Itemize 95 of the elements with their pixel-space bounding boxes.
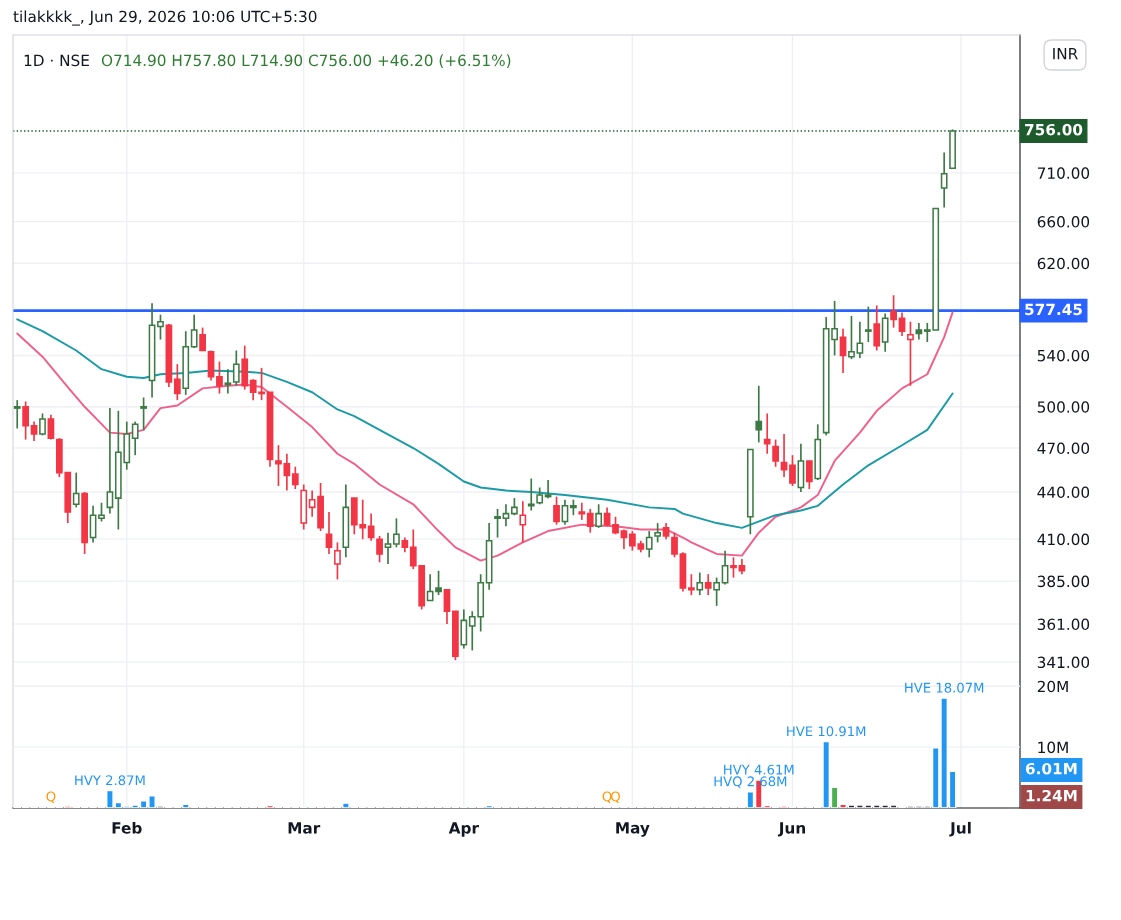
candlestick	[443, 589, 451, 625]
candlestick	[232, 349, 240, 387]
text: 1D · NSE	[24, 54, 89, 67]
candlestick	[494, 508, 501, 539]
candlestick	[131, 420, 139, 457]
candlestick	[873, 304, 881, 352]
candlestick	[502, 503, 510, 528]
candlestick	[645, 530, 653, 559]
candlestick	[224, 368, 232, 395]
candlestick	[864, 305, 872, 343]
data-label: Q	[602, 791, 612, 803]
candlestick	[98, 501, 105, 523]
candlestick	[713, 576, 721, 607]
candlestick	[216, 360, 223, 395]
candlestick	[140, 396, 147, 431]
candlestick	[848, 315, 855, 360]
y-axis-title: INR	[1053, 48, 1078, 60]
candlestick	[30, 420, 38, 442]
candlestick	[13, 399, 21, 430]
candlestick	[367, 512, 375, 542]
candlestick	[763, 412, 771, 455]
y-tick-label: 500.00	[1037, 401, 1090, 413]
line-series	[16, 311, 954, 562]
candlestick	[72, 471, 80, 509]
candlestick	[772, 438, 780, 468]
text: 1.24M	[1026, 789, 1077, 802]
candlestick	[839, 327, 847, 374]
y-tick-label: 660.00	[1037, 216, 1090, 228]
candlestick	[393, 517, 400, 549]
candlestick	[907, 320, 914, 387]
data-label: HVY 4.61M	[724, 764, 794, 775]
x-tick-label: Apr	[448, 822, 479, 837]
text: tilakkkk_, Jun 29, 2026 10:06 UTC+5:30	[13, 10, 317, 26]
data-label: HVE 10.91M	[787, 726, 866, 737]
y-tick-label: 341.00	[1037, 656, 1090, 669]
candlestick	[805, 460, 813, 490]
candlestick	[106, 407, 114, 515]
ref-line-label: 577.45	[1025, 303, 1082, 316]
candlestick	[199, 326, 206, 352]
candlestick	[881, 312, 889, 353]
candlestick	[654, 522, 662, 544]
data-label: HVE 18.07M	[905, 682, 984, 693]
candlestick	[519, 500, 527, 544]
line-series	[16, 318, 954, 529]
candlestick	[173, 363, 181, 401]
candlestick	[856, 320, 864, 359]
candlestick	[730, 556, 737, 579]
candlestick	[890, 294, 897, 329]
candlestick	[544, 479, 552, 499]
candlestick	[595, 503, 603, 529]
y-tick-label: 440.00	[1037, 486, 1090, 499]
candlestick	[671, 531, 678, 559]
candlestick	[789, 454, 796, 487]
candlestick	[47, 413, 55, 441]
candlestick	[157, 313, 164, 341]
candlestick	[721, 549, 729, 586]
y-tick-label: 710.00	[1037, 167, 1090, 179]
candlestick	[940, 151, 948, 209]
candlestick	[22, 400, 30, 441]
candlestick	[696, 571, 704, 596]
candlestick	[89, 504, 97, 544]
y2-tick-label: 20M	[1037, 680, 1068, 693]
x-tick-label: Mar	[288, 822, 321, 834]
y2-tick-label: 10M	[1038, 741, 1068, 754]
text: O714.90 H757.80 L714.90 C756.00 +46.20 (+6.51%)	[101, 54, 511, 68]
text: 6.01M	[1025, 762, 1077, 775]
candlestick	[898, 311, 906, 337]
y-tick-label: 620.00	[1037, 257, 1090, 270]
candlestick	[755, 384, 763, 444]
y-tick-label: 361.00	[1037, 618, 1090, 631]
candlestick	[578, 501, 586, 521]
x-tick-label: May	[616, 822, 650, 837]
x-tick-label: Feb	[112, 821, 142, 834]
candlestick	[553, 495, 560, 526]
data-label: HVY 2.87M	[75, 775, 145, 786]
x-tick-label: Jun	[777, 822, 805, 837]
data-label: Q	[46, 791, 56, 803]
x-tick-label: Jul	[949, 821, 971, 837]
y-tick-label: 410.00	[1037, 533, 1090, 546]
data-label: Q	[611, 791, 620, 803]
candlestick	[334, 541, 341, 581]
data-label: HVQ 2.68M	[714, 776, 787, 788]
candlestick	[620, 528, 628, 550]
candlestick	[291, 465, 299, 490]
candlestick	[384, 531, 392, 565]
ref-line-label: 756.00	[1025, 123, 1083, 136]
candlestick	[376, 535, 383, 564]
candlestick	[704, 573, 712, 596]
y-tick-label: 540.00	[1037, 349, 1090, 362]
y-tick-label: 385.00	[1037, 575, 1090, 588]
candlestick	[190, 313, 198, 349]
candlestick	[527, 477, 535, 512]
candlestick	[687, 573, 695, 596]
candlestick	[586, 508, 594, 534]
y-tick-label: 470.00	[1037, 442, 1090, 455]
